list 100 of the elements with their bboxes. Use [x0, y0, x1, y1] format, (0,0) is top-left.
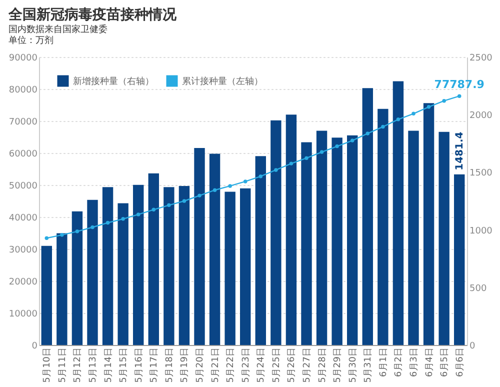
x-tick-label: 5月25日: [272, 348, 282, 383]
x-tick-label: 5月10日: [42, 348, 53, 383]
bar: [378, 108, 388, 345]
bar: [178, 186, 190, 345]
x-tick-label: 5月23日: [241, 348, 252, 383]
x-tick-label: 6月1日: [378, 348, 389, 377]
point: [44, 236, 49, 240]
point: [396, 118, 400, 122]
data-label: 1481.4: [454, 132, 466, 170]
bar: [209, 154, 220, 345]
y2-tick-label: 500: [470, 284, 487, 294]
bar: [240, 188, 251, 345]
point: [442, 98, 446, 103]
point: [212, 188, 217, 192]
point: [289, 162, 294, 166]
bar: [118, 203, 128, 345]
point: [136, 212, 140, 216]
y2-tick-label: 2000: [470, 111, 493, 122]
x-tick-label: 5月12日: [73, 348, 84, 383]
point: [457, 94, 462, 98]
bar: [72, 211, 83, 345]
point: [75, 230, 80, 234]
bar: [454, 174, 465, 345]
y2-tick-label: 1500: [470, 168, 493, 179]
bar: [148, 173, 159, 345]
bar: [164, 187, 174, 345]
point: [412, 112, 416, 116]
point: [366, 132, 370, 136]
x-tick-label: 6月4日: [424, 348, 435, 377]
y2-tick-label: 2500: [470, 54, 493, 64]
x-tick-label: 5月14日: [104, 348, 114, 383]
bar: [332, 138, 342, 345]
bar: [423, 103, 434, 345]
x-tick-label: 5月17日: [150, 348, 160, 383]
point: [106, 220, 110, 225]
bar: [438, 132, 450, 345]
legend-label: 新增接种量（右轴）: [73, 76, 154, 87]
chart-title: 全国新冠病毒疫苗接种情况: [7, 6, 178, 23]
bar: [408, 130, 419, 345]
point: [60, 233, 64, 237]
y-tick-label: 50000: [8, 182, 38, 192]
point: [182, 199, 186, 203]
point: [274, 168, 278, 172]
y-tick-label: 10000: [8, 310, 38, 320]
point: [381, 124, 385, 129]
bar: [102, 187, 114, 345]
legend-label: 累计接种量（左轴）: [182, 76, 263, 87]
bar: [286, 114, 297, 345]
point: [90, 225, 94, 230]
point: [335, 144, 339, 148]
x-tick-label: 6月6日: [455, 348, 466, 377]
x-tick-label: 6月2日: [394, 348, 404, 377]
bar: [87, 200, 98, 345]
x-tick-label: 5月15日: [119, 348, 130, 383]
x-tick-label: 5月11日: [58, 348, 68, 383]
bar: [194, 148, 205, 345]
point: [152, 208, 156, 212]
x-tick-label: 5月13日: [88, 348, 98, 383]
y2-tick-label: 0: [470, 342, 476, 352]
x-tick-label: 5月26日: [287, 348, 298, 383]
point: [198, 194, 202, 198]
point: [350, 138, 354, 142]
point: [121, 217, 125, 221]
y2-tick-label: 1000: [470, 226, 493, 236]
x-tick-label: 5月19日: [180, 348, 190, 383]
bar: [255, 156, 266, 345]
y-tick-label: 30000: [8, 246, 38, 256]
bar: [41, 246, 52, 345]
bar: [56, 233, 68, 345]
y-tick-label: 20000: [8, 278, 38, 288]
y-tick-label: 0: [32, 342, 38, 352]
point: [167, 203, 171, 208]
x-tick-label: 5月21日: [210, 348, 221, 383]
x-tick-label: 5月27日: [302, 348, 312, 383]
data-label: 77787.9: [434, 78, 484, 92]
point: [426, 105, 431, 109]
point: [304, 156, 308, 160]
y-tick-label: 80000: [8, 86, 38, 96]
bar: [392, 81, 404, 345]
y-tick-label: 60000: [8, 150, 38, 160]
point: [258, 174, 263, 178]
bar: [301, 142, 312, 345]
x-tick-label: 5月18日: [164, 348, 175, 383]
bar: [362, 88, 373, 345]
y-tick-label: 70000: [8, 118, 38, 128]
x-tick-label: 5月20日: [196, 348, 206, 383]
bar: [224, 192, 236, 345]
x-tick-label: 5月28日: [318, 348, 328, 383]
y-tick-label: 90000: [8, 54, 38, 64]
chart-subtitle: 国内数据来自国家卫健委: [8, 24, 108, 35]
x-tick-label: 5月30日: [348, 348, 358, 383]
point: [228, 184, 232, 188]
bar: [270, 120, 282, 345]
bar: [316, 130, 328, 345]
bar: [133, 184, 144, 345]
y-tick-label: 40000: [8, 214, 38, 224]
x-tick-label: 5月22日: [226, 348, 236, 383]
bar: [347, 135, 358, 345]
x-tick-label: 5月24日: [256, 348, 267, 383]
x-tick-label: 5月31日: [364, 348, 374, 383]
